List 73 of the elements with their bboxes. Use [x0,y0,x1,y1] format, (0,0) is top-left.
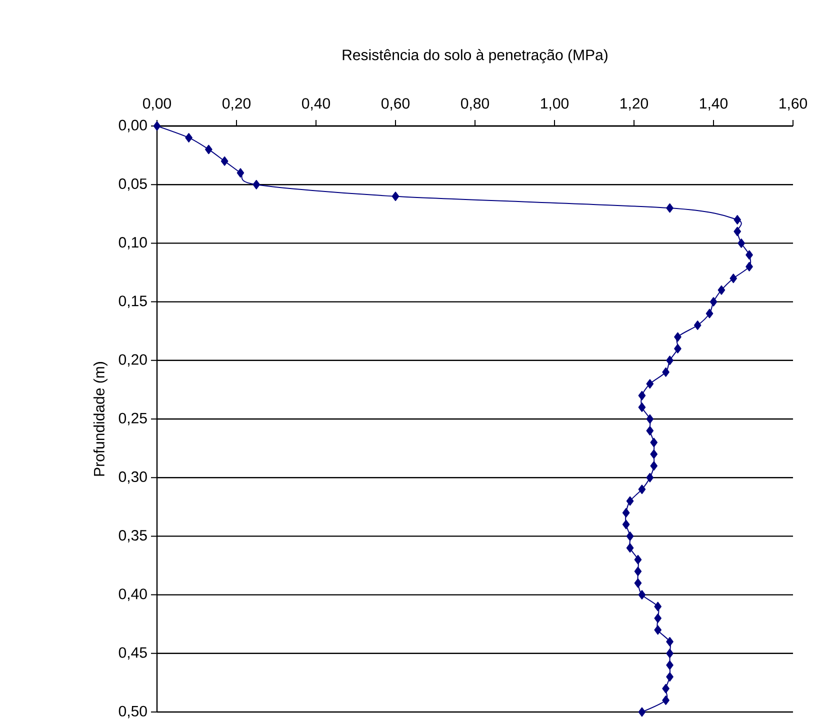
point [220,156,228,166]
point [734,226,742,236]
y-tick-label: 0,10 [118,237,147,250]
x-tick-label: 0,00 [143,98,172,110]
point [634,566,642,576]
point [666,648,674,658]
point [666,636,674,646]
point [634,578,642,588]
y-axis-title: Profundidade (m) [93,362,108,476]
point [153,121,161,131]
point [634,554,642,564]
point [746,262,753,272]
point [654,614,662,623]
y-tick-label: 0,50 [118,706,147,718]
x-axis-title: Resistência do solo à penetração (MPa) [342,49,608,64]
point [638,484,646,494]
point [638,707,646,717]
x-tick-label: 1,60 [780,98,808,110]
point [622,520,630,530]
point [638,402,646,412]
y-tick-label: 0,35 [118,530,147,542]
point [706,308,714,318]
y-tick-label: 0,45 [118,647,147,660]
point [646,414,654,424]
point [662,696,670,705]
x-tick-label: 0,80 [461,98,490,110]
point [718,285,726,295]
point [650,438,658,448]
point [662,367,670,377]
point [746,250,753,260]
x-tick-label: 1,40 [700,98,728,110]
point [392,192,400,202]
point [666,660,674,670]
x-tick-label: 1,00 [541,98,569,110]
point [626,532,634,541]
point [626,496,634,506]
point [662,684,670,694]
point [654,602,662,612]
point [654,625,662,635]
x-tick-label: 0,60 [382,98,410,110]
point [646,379,654,389]
y-tick-label: 0,15 [118,296,147,308]
y-tick-label: 0,05 [118,178,147,191]
point [730,274,738,284]
y-tick-label: 0,20 [118,354,147,367]
point [252,180,260,190]
point [694,320,702,330]
point [646,426,654,436]
y-tick-label: 0,40 [118,588,147,602]
x-tick-label: 1,20 [620,98,648,110]
point [205,144,212,154]
point [674,344,682,354]
y-tick-label: 0,00 [118,120,147,132]
point [650,461,658,471]
y-tick-label: 0,30 [118,471,147,484]
point [734,215,742,224]
point [666,672,674,682]
point [666,203,674,213]
point [622,508,630,518]
point [185,133,192,142]
point [710,297,718,307]
point [236,168,244,178]
point [638,390,646,400]
point [638,590,646,600]
point [666,356,674,366]
point [650,449,658,459]
x-tick-label: 0,40 [302,98,330,110]
point [674,332,682,342]
x-tick-label: 0,20 [222,98,251,110]
point [738,238,745,248]
point [646,472,654,482]
y-tick-label: 0,25 [118,412,147,426]
point [626,543,634,553]
